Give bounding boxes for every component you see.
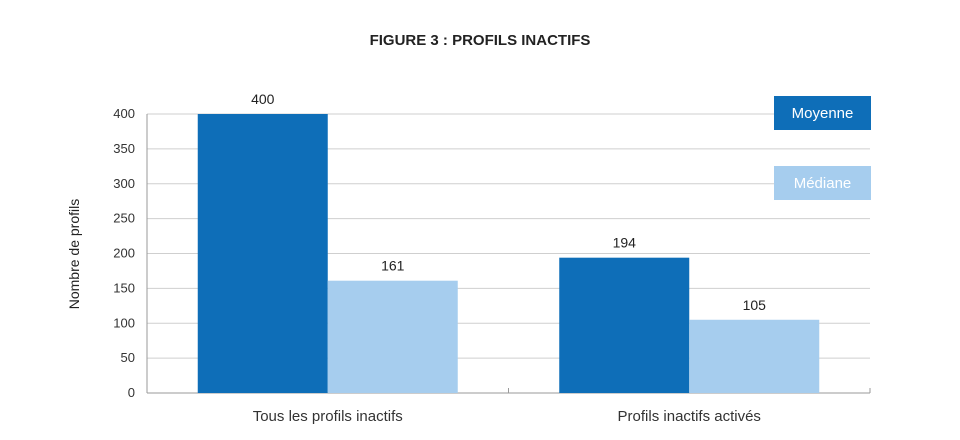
legend-label: Médiane <box>794 175 852 192</box>
y-tick-label: 400 <box>113 106 135 121</box>
y-tick-label: 200 <box>113 246 135 261</box>
y-tick-label: 300 <box>113 176 135 191</box>
bar-mediane <box>689 319 820 393</box>
y-tick-label: 0 <box>128 385 135 400</box>
bars <box>197 114 820 393</box>
chart-title: FIGURE 3 : PROFILS INACTIFS <box>370 32 591 49</box>
x-category-label: Profils inactifs activés <box>618 408 761 425</box>
bar-moyenne <box>559 257 690 393</box>
data-label: 161 <box>381 258 405 274</box>
bar-mediane <box>327 280 458 393</box>
legend-swatch-mediane <box>774 166 871 200</box>
y-tick-label: 250 <box>113 211 135 226</box>
bar-moyenne <box>197 114 328 393</box>
data-label: 105 <box>743 297 767 313</box>
x-category-label: Tous les profils inactifs <box>253 408 403 425</box>
data-label: 400 <box>251 91 275 107</box>
data-labels: 400 161 194 105 <box>251 91 766 313</box>
legend-swatch-moyenne <box>774 96 871 130</box>
y-tick-label: 100 <box>113 315 135 330</box>
y-tick-label: 350 <box>113 141 135 156</box>
y-axis-label: Nombre de profils <box>66 199 82 310</box>
y-tick-label: 50 <box>121 350 135 365</box>
y-tick-label: 150 <box>113 280 135 295</box>
data-label: 194 <box>613 235 637 251</box>
legend: Moyenne Médiane <box>774 96 871 200</box>
legend-label: Moyenne <box>792 105 854 122</box>
